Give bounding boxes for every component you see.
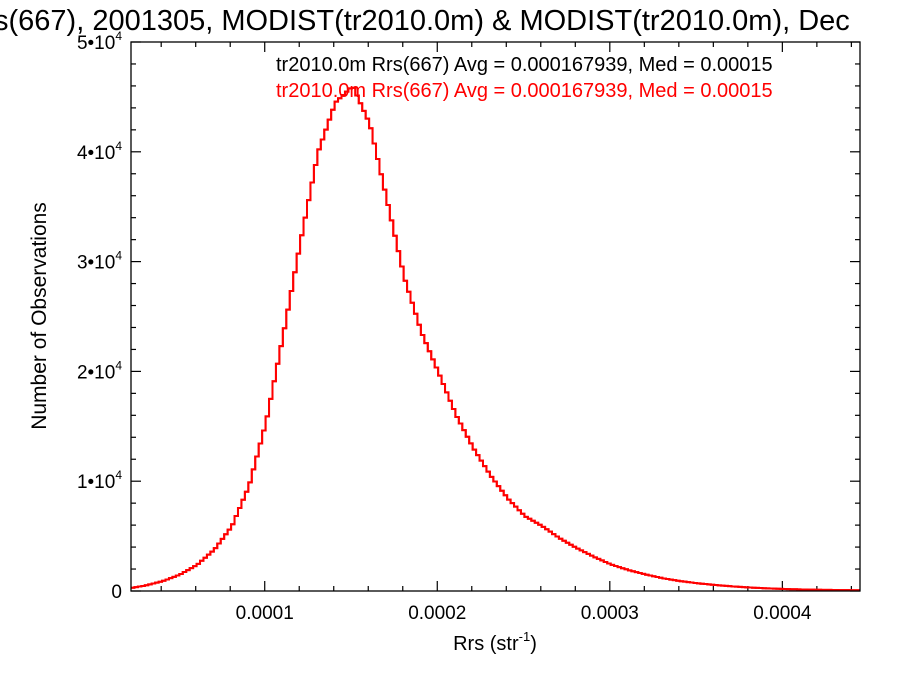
y-tick-label: 5•104 — [77, 29, 122, 54]
plot-frame — [130, 41, 861, 592]
y-tick-label: 2•104 — [77, 358, 122, 383]
x-tick-label: 0.0004 — [753, 603, 812, 624]
annotations: tr2010.0m Rrs(667) Avg = 0.000167939, Me… — [276, 54, 773, 102]
axis-ticks — [131, 41, 860, 592]
chart-title: s(667), 2001305, MODIST(tr2010.0m) & MOD… — [0, 5, 850, 37]
x-tick-label: 0.0001 — [236, 603, 294, 624]
y-axis-label: Number of Observations — [28, 202, 51, 430]
y-tick-label: 4•104 — [77, 139, 122, 164]
x-tick-label: 0.0003 — [581, 603, 639, 624]
x-axis-label-sup: -1 — [519, 629, 531, 644]
series-layer — [131, 86, 861, 592]
x-tick-label: 0.0002 — [408, 603, 466, 624]
x-axis-label: Rrs (str-1) — [453, 629, 537, 655]
y-tick-label: 0 — [111, 582, 122, 603]
series-line-0 — [131, 86, 861, 592]
x-axis-label-close: ) — [530, 633, 537, 655]
annotation-1: tr2010.0m Rrs(667) Avg = 0.000167939, Me… — [276, 80, 773, 102]
y-tick-labels: 0 1•104 2•104 3•104 4•104 5•104 — [77, 29, 122, 603]
x-axis-label-main: Rrs (str — [453, 633, 519, 655]
series-line-1 — [131, 86, 861, 592]
y-tick-label: 1•104 — [77, 468, 122, 493]
x-tick-labels: 0.0001 0.0002 0.0003 0.0004 — [236, 603, 812, 624]
annotation-0: tr2010.0m Rrs(667) Avg = 0.000167939, Me… — [276, 54, 773, 76]
y-tick-label: 3•104 — [77, 249, 122, 274]
